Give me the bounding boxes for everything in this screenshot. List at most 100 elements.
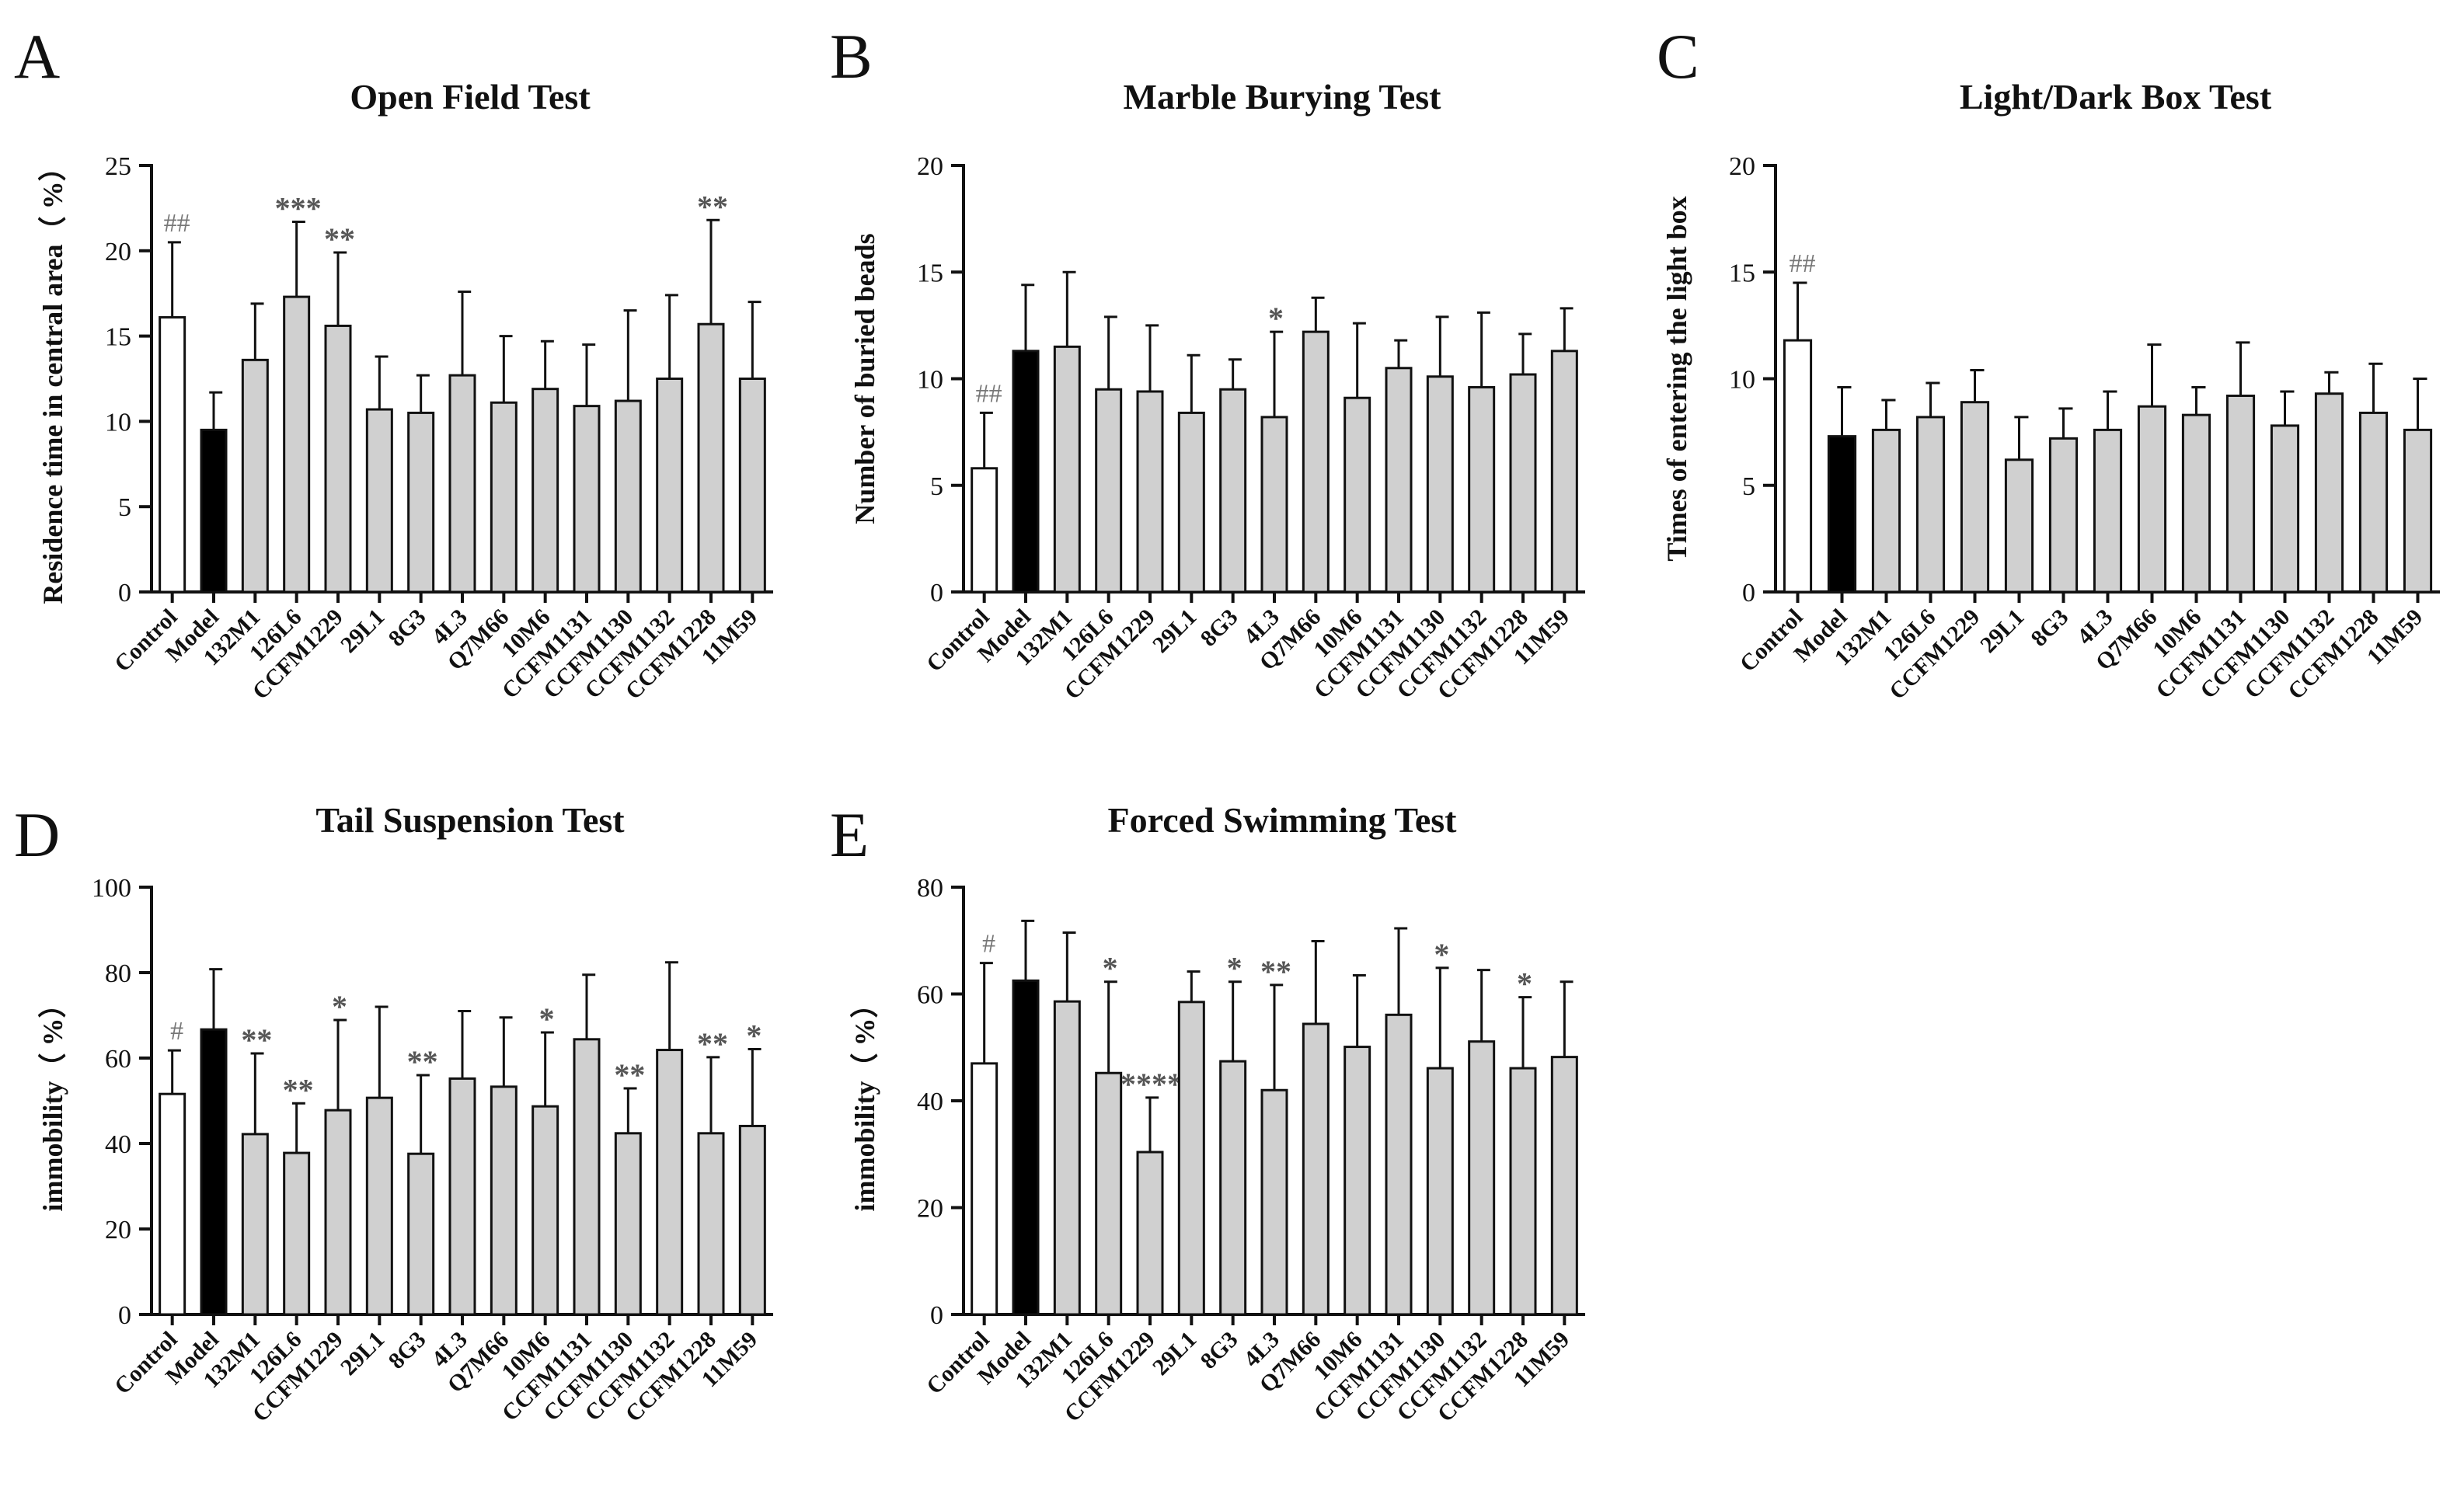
- bar-11M59: [1550, 350, 1578, 594]
- y-tick-label: 20: [105, 238, 131, 266]
- bar-4L3: [1260, 1088, 1288, 1316]
- significance-label: **: [614, 1057, 645, 1092]
- y-axis-label: Times of entering the light box: [1661, 196, 1692, 561]
- chart-title: Marble Burying Test: [1124, 77, 1442, 117]
- significance-label: **: [697, 1026, 728, 1061]
- significance-label: **: [283, 1072, 314, 1107]
- y-axis-label: immobility（ %）: [37, 990, 68, 1212]
- panel-d: D Tail Suspension Test immobility（ %） 0 20 40…: [14, 799, 773, 1427]
- y-tick-label: 100: [92, 874, 131, 903]
- bar-8G3: [407, 411, 435, 594]
- significance-label: #: [982, 930, 995, 959]
- y-tick-label: 0: [118, 579, 131, 607]
- x-tick-label: 29L1: [1148, 1327, 1201, 1380]
- y-tick-label: 10: [105, 408, 131, 437]
- bar-8G3: [2048, 437, 2079, 594]
- significance-label: **: [407, 1044, 438, 1079]
- y-tick-label: 20: [1729, 152, 1755, 181]
- bar-Model: [200, 428, 228, 594]
- bar-CCFM1130: [1426, 375, 1454, 594]
- bar-Q7M66: [490, 401, 518, 594]
- bar-132M1: [1871, 428, 1901, 594]
- panel-letter: D: [14, 799, 60, 870]
- bar-Control: [159, 315, 186, 594]
- chart-title: Tail Suspension Test: [315, 800, 625, 840]
- bar-Model: [1012, 979, 1040, 1316]
- significance-label: *: [539, 1001, 555, 1036]
- bar-Control: [971, 467, 998, 594]
- bar-10M6: [531, 388, 559, 594]
- bar-8G3: [1219, 388, 1247, 594]
- bar-Control: [1783, 339, 1813, 594]
- panel-letter: A: [14, 21, 60, 92]
- y-tick-label: 80: [917, 874, 943, 903]
- y-axis-label: immobility（ %）: [849, 990, 880, 1212]
- bar-126L6: [1915, 416, 1946, 594]
- bar-8G3: [407, 1152, 435, 1316]
- y-tick-label: 0: [930, 579, 943, 607]
- x-tick-label: 29L1: [336, 1327, 389, 1380]
- y-tick-label: 0: [1742, 579, 1755, 607]
- chart-title: Forced Swimming Test: [1108, 800, 1458, 840]
- y-tick-label: 5: [930, 472, 943, 501]
- y-tick-label: 20: [917, 152, 943, 181]
- bar-CCFM1228: [2358, 411, 2389, 594]
- bar-132M1: [1053, 1000, 1081, 1316]
- bar-132M1: [241, 1133, 269, 1316]
- panel-e: E Forced Swimming Test immobility（ %） 0 20 40…: [830, 799, 1585, 1427]
- panel-letter: C: [1657, 21, 1699, 92]
- significance-label: *: [1103, 951, 1118, 986]
- y-tick-label: 20: [917, 1195, 943, 1224]
- bar-CCFM1131: [2225, 394, 2256, 594]
- bar-Q7M66: [2137, 405, 2167, 594]
- significance-label: *: [1227, 951, 1242, 986]
- y-tick-label: 25: [105, 152, 131, 181]
- bar-CCFM1131: [1385, 1013, 1413, 1316]
- y-axis-label: Number of buried beads: [849, 233, 880, 524]
- bar-132M1: [1053, 345, 1081, 594]
- significance-label: **: [1260, 954, 1291, 989]
- y-tick-label: 5: [118, 493, 131, 522]
- bar-132M1: [241, 358, 269, 594]
- significance-label: *: [746, 1018, 762, 1053]
- y-axis-label: Residence time in central area（ %）: [37, 153, 68, 604]
- significance-label: ****: [1120, 1067, 1183, 1102]
- y-tick-label: 0: [930, 1301, 943, 1330]
- bar-Model: [200, 1028, 228, 1316]
- y-tick-label: 10: [1729, 366, 1755, 395]
- bar-Control: [971, 1062, 998, 1316]
- bar-29L1: [2004, 458, 2034, 594]
- bar-29L1: [365, 408, 393, 594]
- y-tick-label: 15: [917, 259, 943, 287]
- significance-label: ***: [275, 190, 322, 225]
- significance-label: #: [170, 1017, 183, 1046]
- significance-label: *: [1268, 301, 1284, 336]
- y-tick-label: 80: [105, 959, 131, 988]
- bar-CCFM1132: [1468, 1040, 1496, 1316]
- x-tick-label: 8G3: [384, 604, 431, 652]
- bar-CCFM1228: [1509, 1067, 1537, 1316]
- bar-29L1: [1177, 1001, 1205, 1316]
- significance-label: ##: [976, 379, 1002, 408]
- significance-label: ##: [164, 209, 190, 238]
- significance-label: *: [1517, 966, 1532, 1001]
- panel-letter: B: [830, 21, 873, 92]
- bar-29L1: [365, 1096, 393, 1316]
- x-tick-label: 8G3: [1196, 604, 1243, 652]
- bar-126L6: [1095, 388, 1123, 594]
- panel-letter: E: [830, 799, 869, 870]
- bar-CCFM1130: [614, 1132, 642, 1316]
- bar-4L3: [448, 1077, 476, 1316]
- y-tick-label: 5: [1742, 472, 1755, 501]
- bar-CCFM1130: [1426, 1067, 1454, 1316]
- bar-4L3: [448, 374, 476, 594]
- bar-126L6: [283, 295, 311, 594]
- bar-CCFM1228: [1509, 373, 1537, 594]
- bar-11M59: [738, 378, 766, 594]
- chart-title: Open Field Test: [350, 77, 591, 117]
- significance-label: *: [332, 989, 347, 1024]
- bar-126L6: [283, 1151, 311, 1316]
- bar-CCFM1229: [1136, 390, 1164, 594]
- bar-CCFM1228: [697, 322, 725, 594]
